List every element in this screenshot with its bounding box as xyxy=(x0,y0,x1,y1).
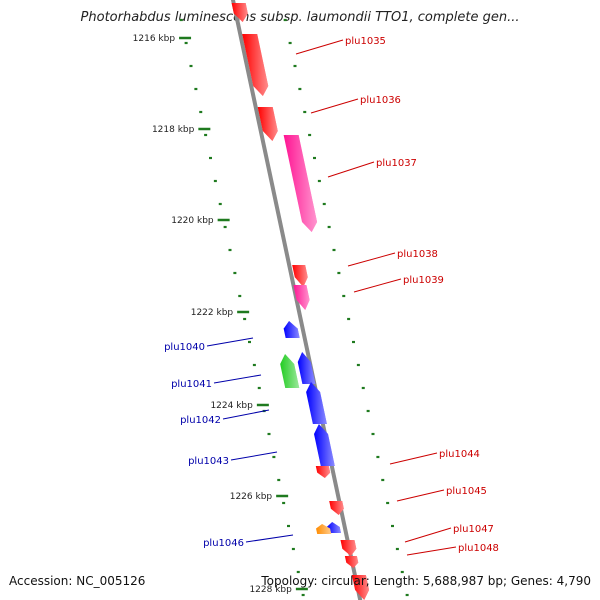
kbp-tick-label: 1220 kbp xyxy=(171,216,214,226)
gene-plu1036[interactable] xyxy=(257,107,278,141)
feature-unlabeled-misc[interactable] xyxy=(316,524,332,534)
feature-highlight xyxy=(351,575,370,600)
gene-leader-line xyxy=(353,278,402,293)
gene-label[interactable]: plu1043 xyxy=(188,456,229,467)
gene-plu1044[interactable] xyxy=(315,466,331,478)
gene-leader-line xyxy=(222,409,270,420)
gene-plu1042[interactable] xyxy=(297,352,316,384)
gene-leader-line xyxy=(213,374,262,384)
kbp-tick-label: 1226 kbp xyxy=(230,492,273,502)
feature-highlight xyxy=(306,382,327,424)
feature-highlight xyxy=(340,540,357,556)
gene-label[interactable]: plu1041 xyxy=(171,379,212,390)
gene-leader-line xyxy=(396,489,445,502)
gene-label[interactable]: plu1044 xyxy=(439,449,480,460)
feature-top-partial[interactable] xyxy=(231,3,248,22)
feature-highlight xyxy=(293,285,310,310)
feature-highlight xyxy=(316,524,332,534)
gene-leader-line xyxy=(389,452,438,465)
gene-label[interactable]: plu1047 xyxy=(453,524,494,535)
kbp-tick-label: 1216 kbp xyxy=(133,34,176,44)
gene-plu1045[interactable] xyxy=(329,501,344,515)
gene-leader-line xyxy=(206,337,254,347)
gene-label[interactable]: plu1048 xyxy=(458,543,499,554)
left-tick-track xyxy=(179,18,305,597)
gene-leader-line xyxy=(406,546,457,556)
gene-plu1043[interactable] xyxy=(314,424,335,466)
feature-highlight xyxy=(344,556,359,568)
accession-text: Accession: NC_005126 xyxy=(9,574,146,588)
feature-highlight xyxy=(257,107,278,141)
kbp-tick-label: 1222 kbp xyxy=(191,308,234,318)
map-title: Photorhabdus luminescens subsp. laumondi… xyxy=(80,10,520,25)
feature-bottom-partial[interactable] xyxy=(351,575,370,600)
kbp-tick-label: 1218 kbp xyxy=(152,125,195,135)
feature-highlight xyxy=(329,501,344,515)
gene-leader-line xyxy=(327,161,375,178)
kbp-tick-label: 1228 kbp xyxy=(249,585,292,595)
gene-label[interactable]: plu1037 xyxy=(376,158,417,169)
gene-label[interactable]: plu1038 xyxy=(397,249,438,260)
gene-plu1048[interactable] xyxy=(344,556,359,568)
gene-label[interactable]: plu1039 xyxy=(403,275,444,286)
gene-leader-line xyxy=(347,252,396,267)
gene-label[interactable]: plu1046 xyxy=(203,538,244,549)
gene-label[interactable]: plu1036 xyxy=(360,95,401,106)
feature-highlight xyxy=(231,3,248,22)
gene-leader-line xyxy=(245,534,294,543)
kbp-tick-label: 1224 kbp xyxy=(210,401,253,411)
feature-highlight xyxy=(283,321,300,338)
gene-leader-line xyxy=(310,98,359,114)
gene-leader-line xyxy=(230,451,278,461)
gene-label[interactable]: plu1045 xyxy=(446,486,487,497)
gene-plu1037[interactable] xyxy=(283,135,318,232)
gene-label[interactable]: plu1040 xyxy=(164,342,205,353)
gene-leader-line xyxy=(295,39,344,55)
feature-highlight xyxy=(283,135,318,232)
gene-leader-line xyxy=(404,527,452,543)
gene-plu1038[interactable] xyxy=(292,265,308,287)
feature-highlight xyxy=(314,424,335,466)
topology-summary: Topology: circular; Length: 5,688,987 bp… xyxy=(261,574,591,588)
feature-unlabeled-reverse[interactable] xyxy=(306,382,327,424)
feature-highlight xyxy=(242,34,269,96)
gene-label[interactable]: plu1042 xyxy=(180,415,221,426)
feature-highlight xyxy=(297,352,316,384)
gene-plu1041[interactable] xyxy=(280,354,300,388)
gene-plu1047[interactable] xyxy=(340,540,357,556)
feature-highlight xyxy=(280,354,300,388)
gene-label[interactable]: plu1035 xyxy=(345,36,386,47)
feature-highlight xyxy=(292,265,308,287)
feature-highlight xyxy=(315,466,331,478)
right-tick-track xyxy=(283,18,409,597)
gene-plu1035[interactable] xyxy=(242,34,269,96)
gene-plu1040[interactable] xyxy=(283,321,300,338)
gene-plu1039[interactable] xyxy=(293,285,310,310)
